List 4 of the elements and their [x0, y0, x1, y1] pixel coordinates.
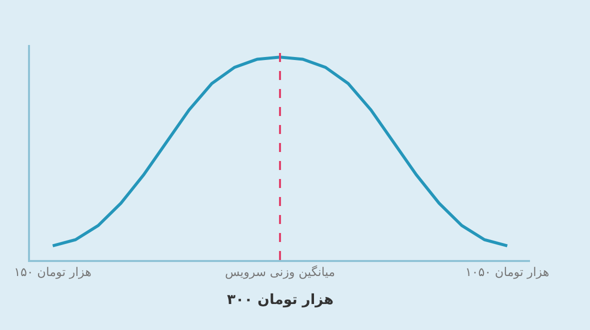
- x-tick-label: ۱۰۵۰ هزار تومان: [465, 265, 550, 280]
- x-tick-label: ۱۵۰ هزار تومان: [14, 265, 92, 280]
- ref-line-label: ۳۰۰ هزار تومان: [227, 292, 334, 308]
- x-tick-label: میانگین وزنی سرویس: [224, 265, 336, 280]
